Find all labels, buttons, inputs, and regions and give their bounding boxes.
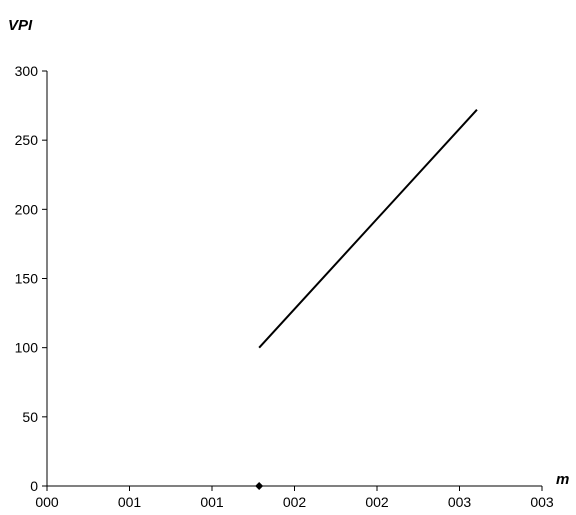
series-line <box>258 109 478 349</box>
x-tick-label: 001 <box>200 494 224 510</box>
y-tick-label: 300 <box>15 63 39 79</box>
data-marks <box>255 109 478 490</box>
y-tick-label: 0 <box>30 478 38 494</box>
x-tick-label: 002 <box>283 494 307 510</box>
x-tick-label: 000 <box>35 494 59 510</box>
x-tick-label: 003 <box>530 494 554 510</box>
y-tick-label: 50 <box>22 409 38 425</box>
y-tick-label: 150 <box>15 271 39 287</box>
x-tick-label: 001 <box>118 494 142 510</box>
ticks: 0 50 100 150 200 250 300 000 001 001 002 002 003 003 <box>15 63 554 510</box>
y-tick-label: 100 <box>15 340 39 356</box>
x-tick-label: 003 <box>448 494 472 510</box>
x-tick-label: 002 <box>365 494 389 510</box>
axes <box>46 71 542 487</box>
y-tick-label: 250 <box>15 132 39 148</box>
y-tick-label: 200 <box>15 201 39 217</box>
y-axis-title: VPI <box>8 17 33 34</box>
x-axis-title: m <box>556 471 569 488</box>
data-point-diamond <box>255 482 264 490</box>
